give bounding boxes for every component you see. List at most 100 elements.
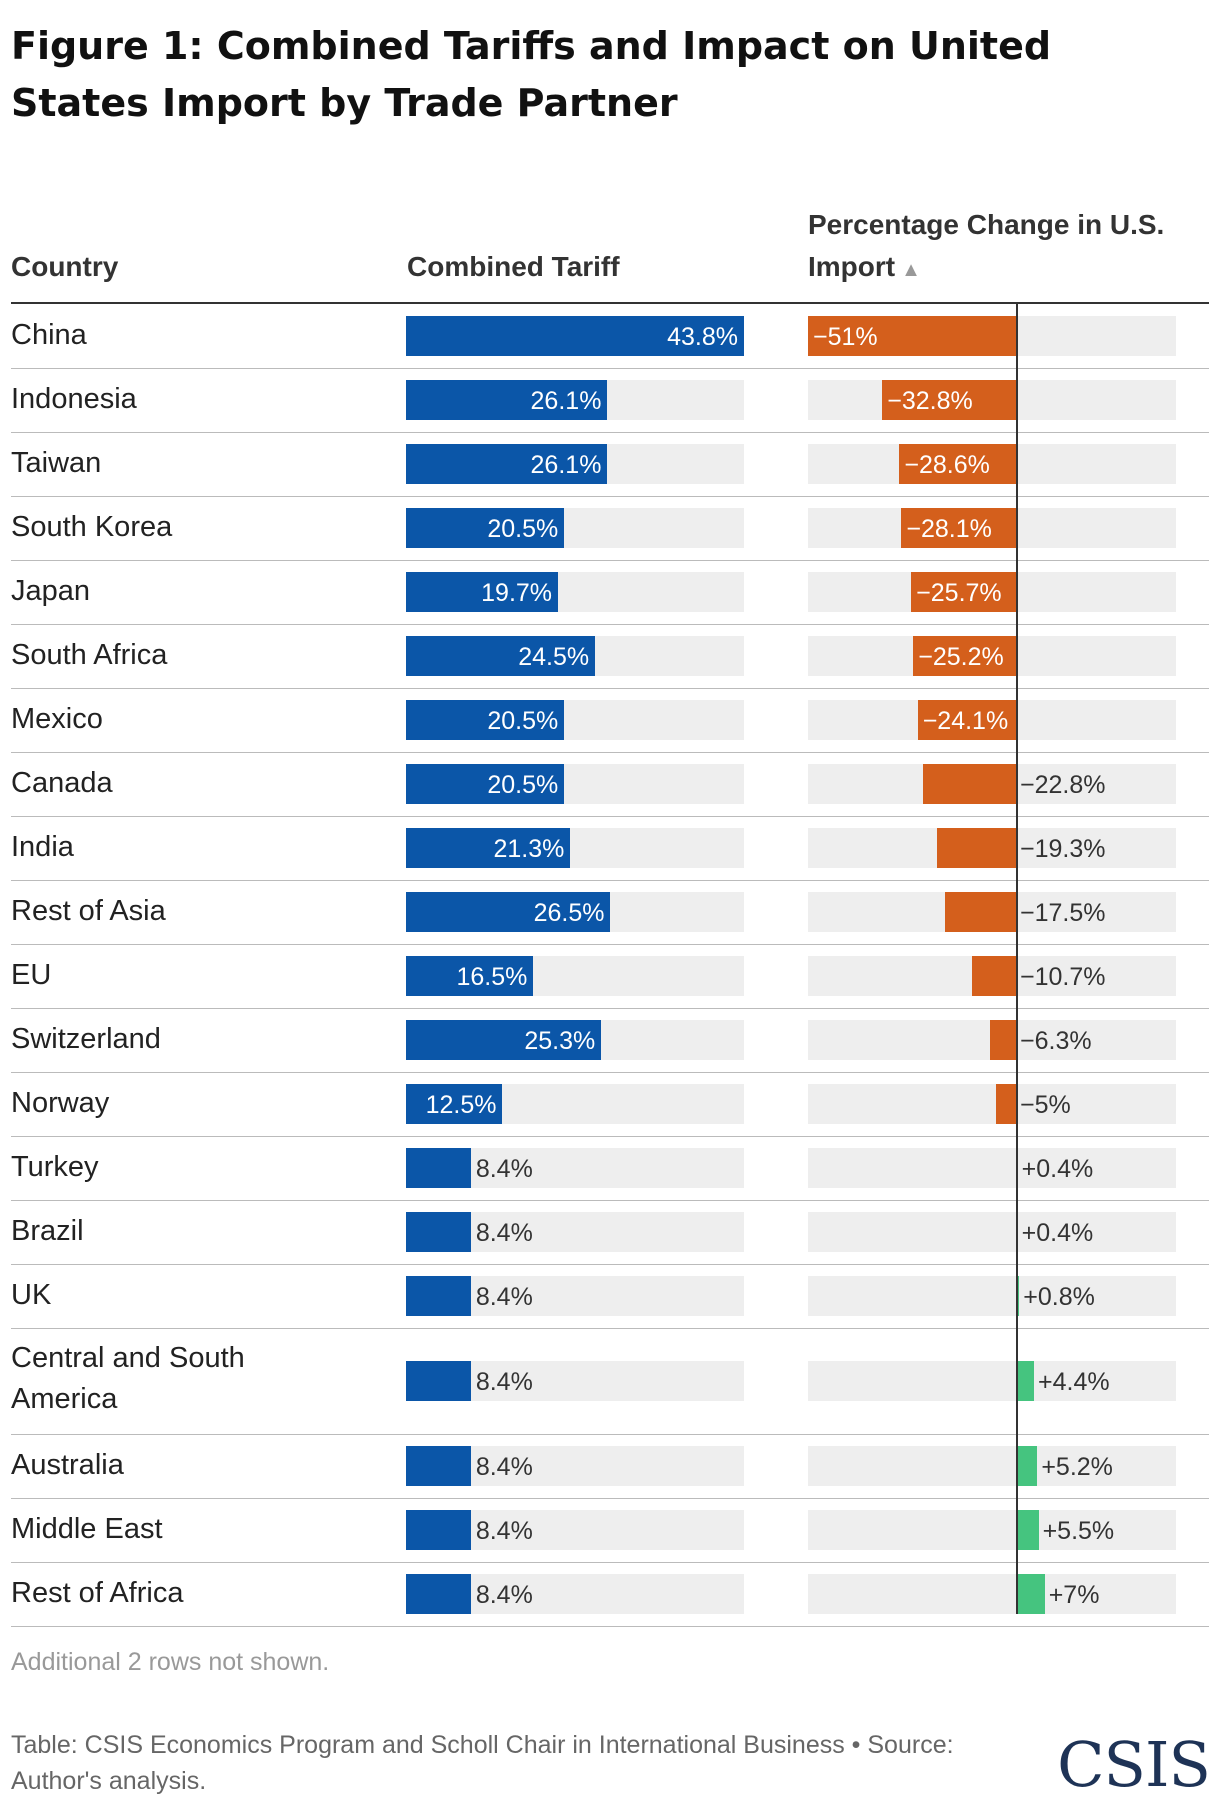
country-cell: Japan [11,575,91,607]
change-track: −24.1% [808,700,1176,740]
change-track: −17.5% [808,892,1176,932]
negative-change-bar [995,1084,1016,1124]
country-cell: Rest of Asia [11,895,166,927]
change-track: +0.4% [808,1212,1176,1252]
country-cell: Taiwan [11,447,102,479]
column-header-country[interactable]: Country [11,251,119,282]
negative-change-bar [911,572,1016,612]
tariff-bar [406,1020,602,1060]
table-row: Rest of Asia 26.5% −17.5% [0,880,1220,945]
change-track: −32.8% [808,380,1176,420]
row-divider [11,624,1209,625]
negative-change-bar [917,700,1016,740]
country-cell: Middle East [11,1513,163,1545]
tariff-value-label: 24.5% [518,643,590,671]
column-header-percentage-change[interactable]: Percentage Change in U.S. Import ▲ [808,204,1168,291]
tariff-bar [406,380,608,420]
change-value-label: −25.2% [918,643,1004,671]
column-header-percentage-change-label: Percentage Change in U.S. Import [808,209,1165,282]
table-row: Brazil 8.4% +0.4% [0,1200,1220,1265]
tariff-bar [406,508,565,548]
negative-change-bar [899,444,1016,484]
change-value-label: +5.5% [1042,1517,1115,1545]
tariff-value-label: 21.3% [493,835,565,863]
tariff-bar [406,1361,471,1401]
tariff-bar [406,316,744,356]
change-track: +4.4% [808,1361,1176,1401]
tariff-value-label: 19.7% [481,579,553,607]
rows-not-shown-note: Additional 2 rows not shown. [11,1648,330,1676]
change-track: −25.7% [808,572,1176,612]
change-value-label: +7% [1048,1581,1100,1609]
change-value-label: −6.3% [1020,1027,1092,1055]
change-track: −25.2% [808,636,1176,676]
sort-up-triangle-icon[interactable]: ▲ [901,259,921,281]
change-value-label: +0.4% [1021,1155,1094,1183]
tariff-bar [406,956,534,996]
change-value-label: −28.6% [904,451,990,479]
row-divider [11,1200,1209,1201]
zero-baseline [1016,304,1018,1614]
change-track: −28.6% [808,444,1176,484]
tariff-track: 26.1% [406,444,744,484]
table-row: Central and South America 8.4% +4.4% [0,1328,1220,1435]
tariff-track: 8.4% [406,1446,744,1486]
table-row: Canada 20.5% −22.8% [0,752,1220,817]
country-cell: Central and South America [11,1342,245,1415]
change-track: +7% [808,1574,1176,1614]
row-divider [11,752,1209,753]
negative-change-bar [972,956,1016,996]
positive-change-bar [1016,1361,1035,1401]
row-divider [11,432,1209,433]
negative-change-bar [913,636,1016,676]
row-divider [11,1562,1209,1563]
change-track: +5.5% [808,1510,1176,1550]
tariff-bar [406,1148,471,1188]
row-divider [11,816,1209,817]
change-value-label: −32.8% [887,387,973,415]
tariff-value-label: 8.4% [475,1517,533,1545]
row-divider [11,1328,1209,1329]
row-divider [11,1072,1209,1073]
negative-change-bar [923,764,1016,804]
tariff-value-label: 12.5% [425,1091,497,1119]
tariff-bar [406,636,596,676]
tariff-track: 19.7% [406,572,744,612]
country-cell: India [11,831,74,863]
row-divider [11,688,1209,689]
tariff-value-label: 26.5% [533,899,605,927]
tariff-bar [406,1446,471,1486]
change-track: −22.8% [808,764,1176,804]
table-row: EU 16.5% −10.7% [0,944,1220,1009]
negative-change-bar [937,828,1016,868]
tariff-track: 21.3% [406,828,744,868]
tariff-value-label: 26.1% [530,387,602,415]
row-divider [11,944,1209,945]
tariff-bar [406,1084,503,1124]
row-divider [11,880,1209,881]
table-row: Taiwan 26.1% −28.6% [0,432,1220,497]
row-divider [11,1136,1209,1137]
country-cell: EU [11,959,52,991]
country-cell: Turkey [11,1151,99,1183]
change-value-label: +0.4% [1021,1219,1094,1247]
row-divider [11,560,1209,561]
tariff-track: 8.4% [406,1276,744,1316]
row-divider [11,1626,1209,1627]
change-value-label: −25.7% [916,579,1002,607]
country-cell: China [11,319,87,351]
tariff-track: 8.4% [406,1510,744,1550]
column-header-combined-tariff[interactable]: Combined Tariff [407,251,620,282]
change-value-label: −5% [1020,1091,1071,1119]
country-cell: South Africa [11,639,168,671]
tariff-value-label: 26.1% [530,451,602,479]
country-cell: Switzerland [11,1023,161,1055]
tariff-value-label: 20.5% [487,771,559,799]
row-divider [11,1008,1209,1009]
table-row: China 43.8% −51% [0,304,1220,369]
tariff-bar [406,1212,471,1252]
tariff-track: 24.5% [406,636,744,676]
negative-change-bar [944,892,1016,932]
tariff-value-label: 20.5% [487,707,559,735]
change-track: −10.7% [808,956,1176,996]
